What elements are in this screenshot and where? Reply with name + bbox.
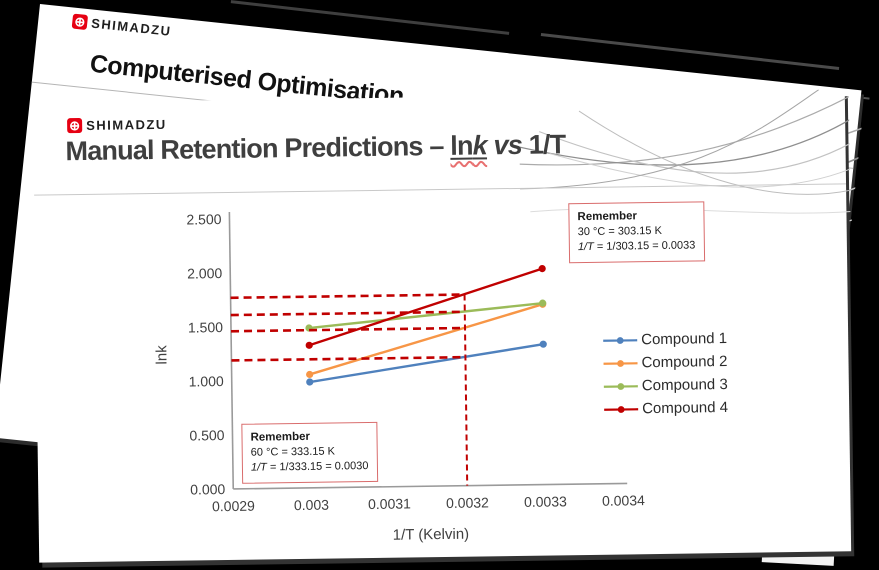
x-tick-label: 0.0032 <box>446 494 489 511</box>
remember-box-line: 1/T = 1/333.15 = 0.0030 <box>250 460 369 475</box>
legend-item-compound-3: Compound 3 <box>603 373 728 398</box>
data-point-compound-1 <box>539 340 547 348</box>
legend-item-compound-1: Compound 1 <box>602 327 727 352</box>
legend-marker-icon <box>603 336 638 344</box>
slide-title-suffix: 1/T <box>528 129 566 160</box>
dashed-prediction-line <box>231 355 466 362</box>
y-tick-label: 2.500 <box>186 211 221 227</box>
legend-item-compound-4: Compound 4 <box>603 396 728 421</box>
remember-box-line: 30 °C = 303.15 K <box>577 225 662 239</box>
legend-marker-icon <box>604 405 639 413</box>
data-point-compound-1 <box>306 378 314 386</box>
shimadzu-logo-icon: ⊕ <box>71 13 89 31</box>
series-line-compound-4 <box>308 267 543 347</box>
slide-title-lnk: lnk <box>450 130 488 161</box>
remember-box-title: Remember <box>577 210 638 224</box>
x-axis <box>233 482 628 490</box>
x-tick-label: 0.0033 <box>524 493 567 510</box>
y-axis <box>228 211 235 489</box>
slide-title-vs: vs <box>486 129 529 161</box>
y-tick-label: 0.000 <box>190 481 225 497</box>
back-slide-corner-notch <box>761 550 835 566</box>
legend-marker-icon <box>603 359 638 367</box>
x-tick-label: 0.0034 <box>602 492 645 509</box>
legend-label: Compound 3 <box>641 376 728 395</box>
slide-title: Manual Retention Predictions – lnk vs 1/… <box>65 129 565 167</box>
y-tick-label: 0.500 <box>189 427 224 443</box>
y-tick-label: 2.000 <box>187 265 222 281</box>
data-point-compound-4 <box>305 341 313 349</box>
shimadzu-logo-text: SHIMADZU <box>90 15 173 39</box>
x-tick-label: 0.0029 <box>212 498 255 515</box>
shimadzu-logo: ⊕ SHIMADZU <box>67 116 167 134</box>
y-axis-title: lnk <box>153 345 170 365</box>
dashed-crosshair-vertical <box>463 294 469 486</box>
data-point-compound-2 <box>306 370 314 379</box>
legend-item-compound-2: Compound 2 <box>602 350 728 375</box>
remember-box-30c: Remember 30 °C = 303.15 K 1/T = 1/303.15… <box>568 201 706 264</box>
series-line-compound-3 <box>308 301 543 330</box>
remember-box-title: Remember <box>250 430 311 444</box>
series-line-compound-2 <box>309 303 544 376</box>
dashed-prediction-line <box>230 310 465 317</box>
x-tick-label: 0.003 <box>294 497 329 513</box>
legend-label: Compound 4 <box>642 399 729 418</box>
remember-box-60c: Remember 60 °C = 333.15 K 1/T = 1/333.15… <box>241 421 379 484</box>
legend-label: Compound 1 <box>641 330 728 349</box>
front-slide: ⊕ SHIMADZU Manual Retention Predictions … <box>32 89 852 563</box>
x-tick-label: 0.0031 <box>368 495 411 512</box>
shimadzu-logo-text: SHIMADZU <box>86 116 167 133</box>
data-point-compound-3 <box>539 299 547 307</box>
shimadzu-logo-icon: ⊕ <box>67 118 83 134</box>
shimadzu-logo: ⊕ SHIMADZU <box>71 13 173 39</box>
remember-box-line: 1/T = 1/303.15 = 0.0033 <box>577 239 696 254</box>
dashed-prediction-line <box>230 293 465 300</box>
y-tick-label: 1.000 <box>189 373 224 389</box>
slide-title-prefix: Manual Retention Predictions – <box>65 130 451 167</box>
legend-marker-icon <box>603 382 638 390</box>
x-axis-title: 1/T (Kelvin) <box>393 526 470 544</box>
series-line-compound-1 <box>309 343 544 384</box>
y-tick-label: 1.500 <box>188 319 223 335</box>
chart-legend: Compound 1 Compound 2 Compound 3 Compound 4 <box>602 327 728 421</box>
legend-label: Compound 2 <box>641 353 728 372</box>
dashed-prediction-line <box>231 326 466 333</box>
remember-box-line: 60 °C = 333.15 K <box>250 445 336 459</box>
retention-chart: 0.000 0.500 1.000 1.500 2.000 2.500 0.0029 0.00… <box>153 211 645 544</box>
data-point-compound-4 <box>538 264 546 273</box>
